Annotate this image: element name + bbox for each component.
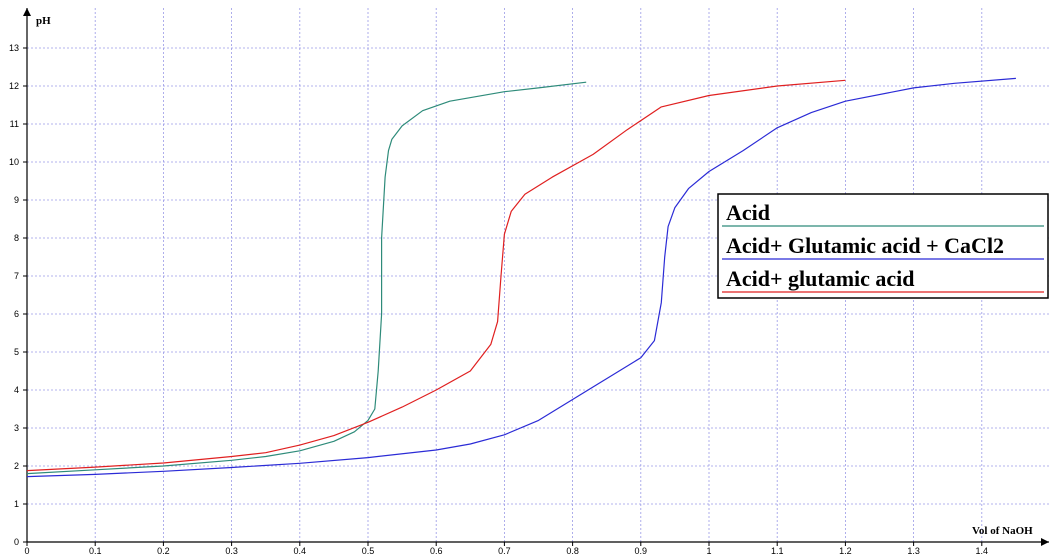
x-tick-label: 0.8 [566,546,579,556]
y-tick-label: 0 [14,537,19,547]
y-tick-label: 11 [10,119,19,129]
x-tick-label: 0.3 [225,546,238,556]
y-tick-label: 8 [14,233,19,243]
legend-label-1: Acid [726,200,770,225]
x-tick-labels: 0 0.1 0.2 0.3 0.4 0.5 0.6 0.7 0.8 0.9 1 1.1 1.2 1.3 1.… [24,546,988,556]
x-tick-label: 0.2 [157,546,170,556]
series-lines [26,77,1016,478]
x-tick-label: 1.1 [771,546,784,556]
x-axis-arrow [1041,538,1049,546]
y-axis-arrow [23,8,31,16]
grid [27,8,1049,542]
legend-box [717,193,1049,299]
y-tick-label: 7 [14,271,19,281]
legend-label-3: Acid+ glutamic acid [726,266,915,291]
x-tick-label: 0 [24,546,29,556]
x-tick-label: 1.4 [976,546,989,556]
y-tick-label: 4 [14,385,19,395]
y-tick-label: 9 [14,195,19,205]
y-tick-label: 2 [14,461,19,471]
x-tick-label: 1.3 [907,546,920,556]
x-tick-label: 0.4 [294,546,307,556]
x-tick-label: 1 [706,546,711,556]
y-tick-label: 6 [14,309,19,319]
axes [23,8,1049,546]
x-tick-label: 0.7 [498,546,511,556]
x-tick-label: 0.9 [635,546,648,556]
x-tick-label: 0.1 [89,546,102,556]
series-line-2 [26,77,1016,478]
x-tick-label: 0.5 [362,546,375,556]
x-tick-label: 0.6 [430,546,443,556]
legend-label-2: Acid+ Glutamic acid + CaCl2 [726,233,1004,258]
y-tick-label: 12 [9,81,19,91]
x-tick-label: 1.2 [839,546,852,556]
y-axis-label: pH [36,15,51,27]
x-axis-label: Vol of NaOH [972,525,1033,537]
y-tick-label: 3 [14,423,19,433]
legend: Acid Acid+ Glutamic acid + CaCl2 Acid+ glu… [717,193,1049,299]
y-tick-label: 5 [14,347,19,357]
series-line-3 [26,79,846,472]
y-tick-label: 1 [14,499,19,509]
y-tick-label: 13 [9,43,19,53]
y-tick-label: 10 [9,157,19,167]
series-line-1 [26,81,587,475]
